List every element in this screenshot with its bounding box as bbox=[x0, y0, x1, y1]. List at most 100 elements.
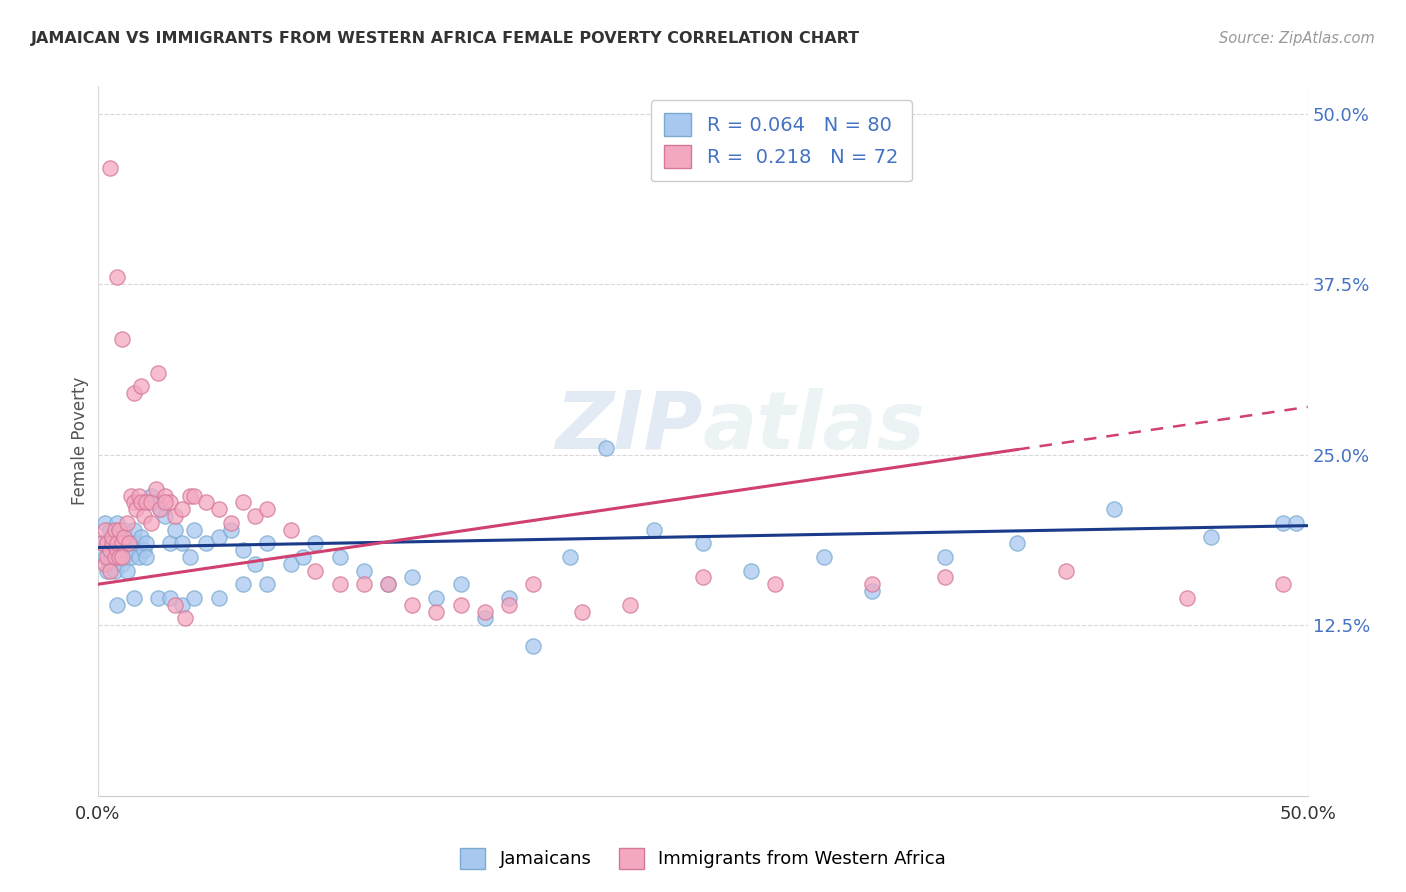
Point bbox=[292, 549, 315, 564]
Point bbox=[1054, 564, 1077, 578]
Point bbox=[304, 536, 326, 550]
Point bbox=[304, 564, 326, 578]
Point bbox=[860, 577, 883, 591]
Point bbox=[98, 564, 121, 578]
Point bbox=[163, 598, 186, 612]
Point bbox=[111, 549, 134, 564]
Point bbox=[207, 530, 229, 544]
Point bbox=[450, 577, 472, 591]
Point bbox=[98, 543, 121, 558]
Point bbox=[450, 598, 472, 612]
Point bbox=[98, 557, 121, 571]
Point bbox=[103, 564, 125, 578]
Point bbox=[146, 591, 169, 605]
Point bbox=[474, 605, 496, 619]
Point bbox=[96, 536, 118, 550]
Point bbox=[377, 577, 399, 591]
Point bbox=[183, 523, 205, 537]
Text: ZIP: ZIP bbox=[555, 388, 703, 466]
Point bbox=[111, 332, 134, 346]
Point bbox=[105, 516, 128, 530]
Point bbox=[94, 557, 117, 571]
Point bbox=[558, 549, 581, 564]
Point bbox=[159, 536, 181, 550]
Point bbox=[105, 598, 128, 612]
Point bbox=[163, 523, 186, 537]
Point bbox=[111, 536, 134, 550]
Point bbox=[692, 536, 714, 550]
Point bbox=[172, 502, 194, 516]
Point bbox=[120, 489, 142, 503]
Point bbox=[122, 495, 145, 509]
Point bbox=[1007, 536, 1029, 550]
Point bbox=[522, 639, 544, 653]
Point bbox=[256, 536, 278, 550]
Point bbox=[135, 495, 157, 509]
Point bbox=[195, 536, 218, 550]
Point bbox=[1272, 516, 1295, 530]
Point bbox=[101, 530, 124, 544]
Point bbox=[94, 549, 117, 564]
Point bbox=[146, 366, 169, 380]
Point bbox=[103, 536, 125, 550]
Point bbox=[108, 549, 131, 564]
Point bbox=[163, 509, 186, 524]
Point bbox=[172, 536, 194, 550]
Point bbox=[1272, 577, 1295, 591]
Point bbox=[145, 495, 167, 509]
Point bbox=[243, 509, 266, 524]
Point bbox=[498, 591, 520, 605]
Point bbox=[763, 577, 786, 591]
Point bbox=[522, 577, 544, 591]
Point bbox=[139, 495, 162, 509]
Point bbox=[172, 598, 194, 612]
Point bbox=[353, 577, 375, 591]
Point bbox=[120, 549, 142, 564]
Point bbox=[115, 516, 138, 530]
Point bbox=[232, 543, 254, 558]
Point bbox=[98, 543, 121, 558]
Point bbox=[149, 502, 172, 516]
Point bbox=[112, 530, 135, 544]
Point bbox=[155, 509, 177, 524]
Text: atlas: atlas bbox=[703, 388, 925, 466]
Point bbox=[96, 536, 118, 550]
Point bbox=[139, 489, 162, 503]
Point bbox=[179, 549, 201, 564]
Point bbox=[256, 502, 278, 516]
Point bbox=[91, 536, 114, 550]
Point bbox=[94, 516, 117, 530]
Point bbox=[1284, 516, 1306, 530]
Point bbox=[860, 584, 883, 599]
Point bbox=[595, 441, 617, 455]
Point bbox=[232, 577, 254, 591]
Point bbox=[740, 564, 762, 578]
Point bbox=[105, 543, 128, 558]
Point bbox=[155, 489, 177, 503]
Point bbox=[129, 495, 152, 509]
Point bbox=[195, 495, 218, 509]
Point bbox=[129, 530, 152, 544]
Point bbox=[353, 564, 375, 578]
Point bbox=[91, 536, 114, 550]
Point bbox=[619, 598, 641, 612]
Point bbox=[329, 577, 352, 591]
Point bbox=[219, 523, 242, 537]
Point bbox=[101, 549, 124, 564]
Point bbox=[108, 523, 131, 537]
Point bbox=[173, 611, 195, 625]
Point bbox=[103, 549, 125, 564]
Point bbox=[1175, 591, 1198, 605]
Point bbox=[129, 379, 152, 393]
Point bbox=[155, 495, 177, 509]
Point bbox=[149, 502, 172, 516]
Point bbox=[498, 598, 520, 612]
Point bbox=[105, 549, 128, 564]
Point bbox=[101, 530, 124, 544]
Point bbox=[692, 570, 714, 584]
Point bbox=[159, 495, 181, 509]
Point bbox=[128, 549, 150, 564]
Point bbox=[934, 570, 956, 584]
Point bbox=[179, 489, 201, 503]
Point bbox=[112, 549, 135, 564]
